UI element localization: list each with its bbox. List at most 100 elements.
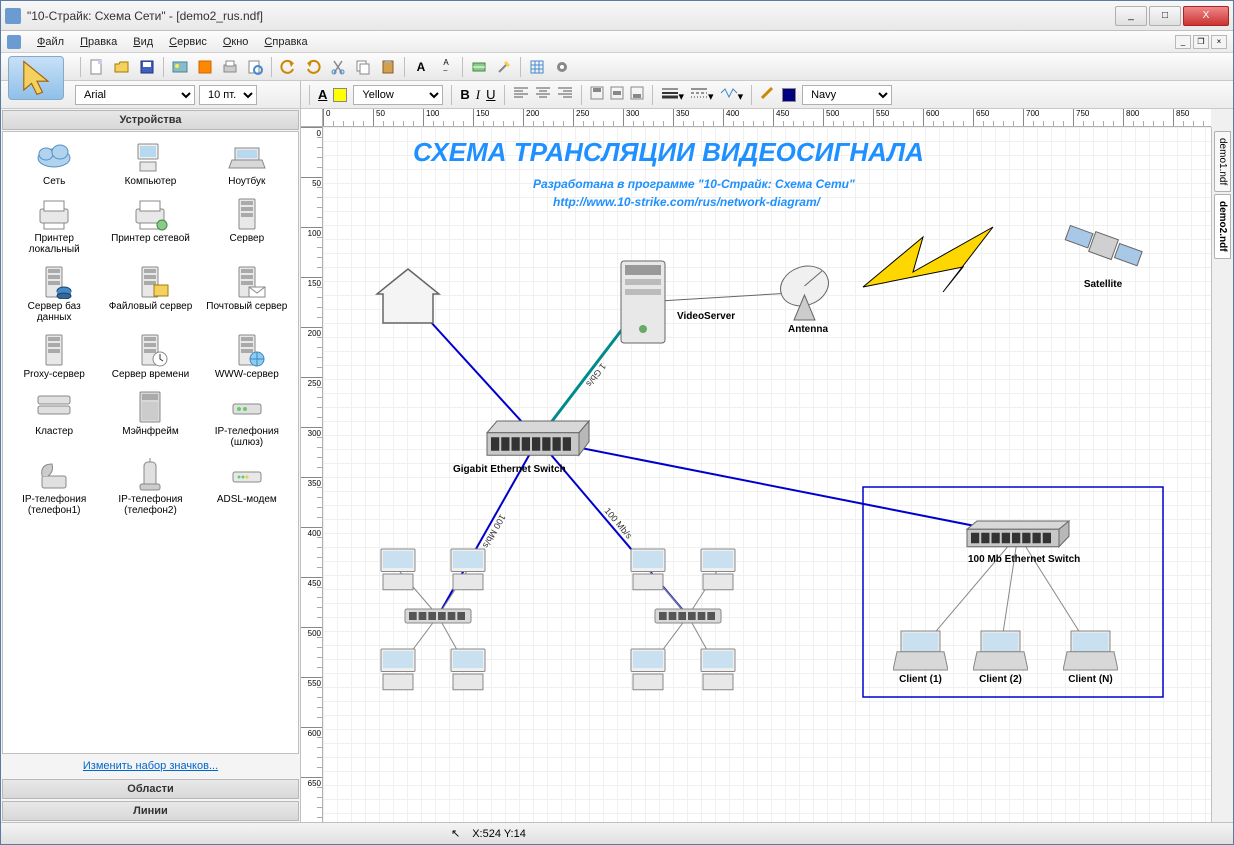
node-grp2d[interactable] [693, 647, 743, 695]
menu-файл[interactable]: Файл [29, 34, 72, 50]
linecolor-icon[interactable] [760, 86, 776, 103]
export-visio-icon[interactable] [194, 56, 216, 78]
text-label-icon[interactable]: A⎯ [435, 56, 457, 78]
device-time-server[interactable]: Сервер времени [103, 329, 197, 384]
node-client1[interactable] [893, 627, 948, 675]
wizard-icon[interactable] [493, 56, 515, 78]
print-icon[interactable] [219, 56, 241, 78]
device-file-server[interactable]: Файловый сервер [103, 261, 197, 327]
menu-справка[interactable]: Справка [256, 34, 315, 50]
align-right-icon[interactable] [557, 86, 573, 103]
maximize-button[interactable]: □ [1149, 6, 1181, 26]
paste-icon[interactable] [377, 56, 399, 78]
copy-icon[interactable] [352, 56, 374, 78]
new-icon[interactable] [86, 56, 108, 78]
linepattern-icon[interactable]: ▾ [720, 86, 744, 103]
cut-icon[interactable] [327, 56, 349, 78]
menu-правка[interactable]: Правка [72, 34, 125, 50]
text-tool-icon[interactable]: A [410, 56, 432, 78]
mdi-restore[interactable]: ❐ [1193, 35, 1209, 49]
valign-bot-icon[interactable] [630, 86, 644, 103]
save-icon[interactable] [136, 56, 158, 78]
node-grp1b[interactable] [443, 547, 493, 595]
pc-icon [130, 140, 170, 174]
titlebar[interactable]: "10-Страйк: Схема Сети" - [demo2_rus.ndf… [1, 1, 1233, 31]
device-ipgw[interactable]: IP-телефония (шлюз) [200, 386, 294, 452]
lineweight-icon[interactable]: ▾ [661, 86, 685, 103]
node-grp1c[interactable] [373, 647, 423, 695]
preview-icon[interactable] [244, 56, 266, 78]
bold-button[interactable]: B [460, 87, 469, 102]
mdi-minimize[interactable]: _ [1175, 35, 1191, 49]
grid-icon[interactable] [526, 56, 548, 78]
change-iconset-link[interactable]: Изменить набор значков... [83, 760, 218, 772]
fontsize-select[interactable]: 10 пт. [199, 85, 257, 105]
device-db-server[interactable]: Сервер баз данных [7, 261, 101, 327]
export-image-icon[interactable] [169, 56, 191, 78]
mdi-close[interactable]: × [1211, 35, 1227, 49]
menu-сервис[interactable]: Сервис [161, 34, 215, 50]
node-grp2a[interactable] [623, 547, 673, 595]
device-www-server[interactable]: WWW-сервер [200, 329, 294, 384]
menu-окно[interactable]: Окно [215, 34, 257, 50]
node-label-clientn: Client (N) [1041, 674, 1141, 685]
node-videoserver[interactable] [613, 257, 673, 350]
open-icon[interactable] [111, 56, 133, 78]
device-adsl[interactable]: ADSL-модем [200, 454, 294, 520]
node-grp2c[interactable] [623, 647, 673, 695]
valign-top-icon[interactable] [590, 86, 604, 103]
device-phone1[interactable]: IP-телефония (телефон1) [7, 454, 101, 520]
doc-icon [7, 35, 21, 49]
lines-panel-header[interactable]: Линии [2, 801, 299, 821]
node-hub1[interactable] [403, 607, 473, 628]
node-hub2[interactable] [653, 607, 723, 628]
diagram-canvas[interactable]: 1 Gb/s100 Mb/s100 Mb/s СХЕМА ТРАНСЛЯЦИИ … [323, 127, 1211, 822]
settings-icon[interactable] [551, 56, 573, 78]
node-house[interactable] [373, 267, 443, 330]
node-grp1d[interactable] [443, 647, 493, 695]
close-button[interactable]: X [1183, 6, 1229, 26]
minimize-button[interactable]: _ [1115, 6, 1147, 26]
underline-button[interactable]: U [486, 87, 495, 102]
fillcolor-select[interactable]: Yellow [353, 85, 443, 105]
areas-panel-header[interactable]: Области [2, 779, 299, 799]
tab-demo1.ndf[interactable]: demo1.ndf [1214, 131, 1231, 192]
www-server-icon [227, 333, 267, 367]
device-mail-server[interactable]: Почтовый сервер [200, 261, 294, 327]
undo-icon[interactable] [277, 56, 299, 78]
linestyle-icon[interactable]: ▾ [690, 86, 714, 103]
linecolor-swatch[interactable] [782, 88, 796, 102]
tab-demo2.ndf[interactable]: demo2.ndf [1214, 194, 1231, 259]
device-printer[interactable]: Принтер локальный [7, 193, 101, 259]
device-mainframe[interactable]: Мэйнфрейм [103, 386, 197, 452]
device-proxy[interactable]: Proxy-сервер [7, 329, 101, 384]
device-laptop[interactable]: Ноутбук [200, 136, 294, 191]
linecolor-select[interactable]: Navy [802, 85, 892, 105]
device-pc[interactable]: Компьютер [103, 136, 197, 191]
node-satellite[interactable] [1063, 217, 1143, 280]
scan-icon[interactable] [468, 56, 490, 78]
fillcolor-swatch[interactable] [333, 88, 347, 102]
font-select[interactable]: Arial [75, 85, 195, 105]
textcolor-icon[interactable]: A [318, 87, 327, 102]
valign-mid-icon[interactable] [610, 86, 624, 103]
node-switch2[interactable] [963, 517, 1073, 555]
node-clientn[interactable] [1063, 627, 1118, 675]
redo-icon[interactable] [302, 56, 324, 78]
italic-button[interactable]: I [476, 87, 480, 103]
node-client2[interactable] [973, 627, 1028, 675]
device-printer-net[interactable]: Принтер сетевой [103, 193, 197, 259]
devices-panel-header[interactable]: Устройства [2, 110, 299, 130]
device-server[interactable]: Сервер [200, 193, 294, 259]
device-cluster[interactable]: Кластер [7, 386, 101, 452]
node-grp1a[interactable] [373, 547, 423, 595]
align-center-icon[interactable] [535, 86, 551, 103]
pointer-tool-icon[interactable] [8, 56, 64, 100]
node-grp2b[interactable] [693, 547, 743, 595]
node-antenna[interactable] [773, 262, 843, 325]
device-phone2[interactable]: IP-телефония (телефон2) [103, 454, 197, 520]
menu-вид[interactable]: Вид [125, 34, 161, 50]
device-cloud[interactable]: Сеть [7, 136, 101, 191]
align-left-icon[interactable] [513, 86, 529, 103]
node-switch1[interactable] [483, 417, 593, 465]
